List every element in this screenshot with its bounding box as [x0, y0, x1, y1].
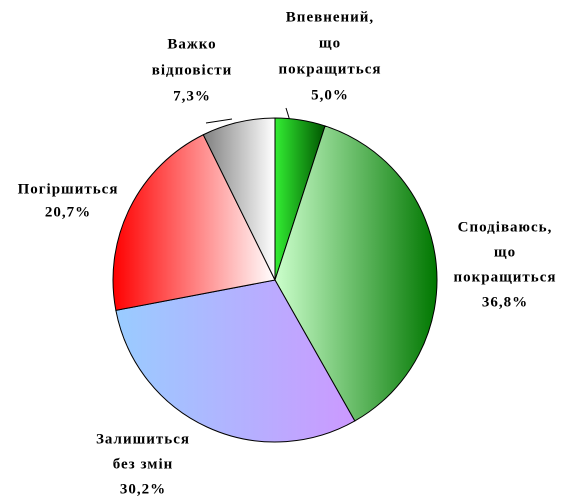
slice-label: що — [319, 35, 341, 51]
value-label: 36,8% — [482, 294, 528, 310]
pie-slice — [112, 134, 276, 311]
slice-label: Погіршиться — [18, 181, 119, 197]
slice-label: Залишиться — [96, 431, 190, 447]
slice-label: Сподіваюсь, — [458, 219, 553, 235]
slice-label: покращиться — [278, 61, 381, 77]
slice-label: без змін — [113, 456, 174, 472]
slice-label: Впевнений, — [286, 9, 374, 25]
slice-label: що — [494, 244, 516, 260]
value-label: 5,0% — [311, 87, 349, 103]
value-label: 20,7% — [45, 204, 91, 220]
slice-label: покращиться — [453, 269, 556, 285]
leader-line — [205, 118, 233, 124]
value-label: 7,3% — [173, 88, 211, 104]
pie-slice — [202, 117, 276, 281]
pie-slice — [115, 279, 356, 443]
slice-label: відповісти — [152, 62, 233, 78]
slice-label: Важко — [167, 36, 216, 52]
value-label: 30,2% — [120, 481, 166, 496]
pie-slice — [274, 125, 438, 422]
